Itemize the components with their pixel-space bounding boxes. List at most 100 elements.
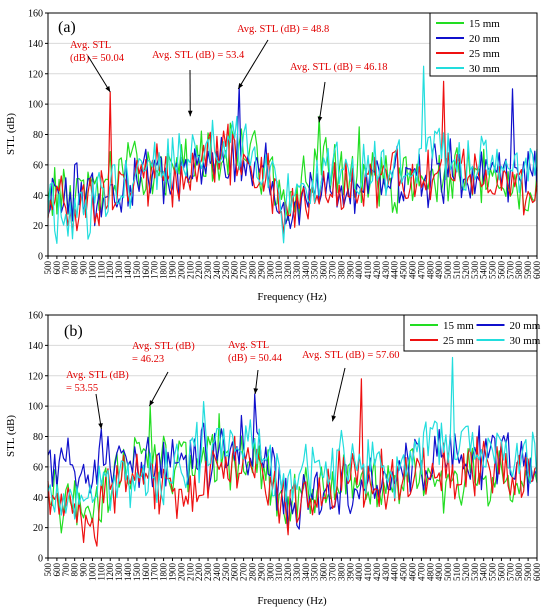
chart-a-x-tick-label: 3600 xyxy=(319,261,329,280)
chart-a-x-tick-label: 5700 xyxy=(505,261,515,280)
chart-a-x-tick-label: 5300 xyxy=(470,261,480,280)
chart-b-x-tick-label: 1700 xyxy=(150,563,160,582)
chart-a-series xyxy=(47,65,538,244)
chart-a-x-tick-label: 2500 xyxy=(221,261,231,280)
chart-b-x-tick-label: 4200 xyxy=(372,563,382,582)
chart-a-y-tick-label: 20 xyxy=(33,221,43,232)
chart-b-x-tick-label: 1900 xyxy=(167,563,177,582)
chart-b-panel-label: (b) xyxy=(64,323,83,340)
chart-b-x-tick-label: 5400 xyxy=(479,563,489,582)
chart-b-x-tick-label: 5800 xyxy=(514,563,524,582)
chart-a-x-tick-label: 6000 xyxy=(532,261,542,280)
chart-b-x-tick-label: 5600 xyxy=(496,563,506,582)
chart-a-y-tick-label: 80 xyxy=(33,130,43,141)
chart-a-y-tick-label: 140 xyxy=(28,39,43,50)
chart-a-x-tick-label: 700 xyxy=(61,261,71,275)
chart-a-y-axis-label: STL (dB) xyxy=(5,113,17,155)
chart-a-x-tick-label: 900 xyxy=(79,261,89,275)
chart-a-x-tick-label: 1000 xyxy=(87,261,97,280)
chart-a-x-tick-label: 3800 xyxy=(336,261,346,280)
chart-b-x-tick-label: 500 xyxy=(43,563,53,577)
chart-b-x-tick-label: 2700 xyxy=(239,563,249,582)
chart-a-annotation-arrow xyxy=(87,55,111,93)
chart-a-x-tick-label: 4900 xyxy=(434,261,444,280)
chart-b-series-line xyxy=(47,393,538,530)
chart-a-panel-label: (a) xyxy=(58,19,76,36)
chart-b-legend-label: 15 mm xyxy=(443,320,474,332)
chart-b-x-tick-label: 3400 xyxy=(301,563,311,582)
chart-b-annotation-arrow xyxy=(95,393,102,429)
chart-b-annotation: Avg. STL (dB) = 50.44 xyxy=(228,340,283,364)
chart-a-x-tick-label: 2700 xyxy=(239,261,249,280)
chart-b-x-tick-label: 3800 xyxy=(336,563,346,582)
chart-b-x-tick-label: 4400 xyxy=(390,563,400,582)
chart-a-annotations: Avg. STL (dB) = 50.04 Avg. STL (dB) = 53.4… xyxy=(70,24,388,123)
chart-a-y-tick-label: 120 xyxy=(28,69,43,80)
chart-a-x-axis-label: Frequency (Hz) xyxy=(257,291,327,303)
chart-a-x-tick-label: 4100 xyxy=(363,261,373,280)
chart-a-x-tick-label: 5900 xyxy=(523,261,533,280)
chart-b-x-tick-label: 1000 xyxy=(87,563,97,582)
chart-b-y-tick-label: 140 xyxy=(28,341,43,352)
chart-a-x-tick-label: 2400 xyxy=(212,261,222,280)
chart-a-annotation: Avg. STL (dB) = 48.8 xyxy=(237,24,329,35)
chart-b-x-tick-label: 2200 xyxy=(194,563,204,582)
chart-b-annotation-arrow xyxy=(332,367,346,422)
chart-b-x-tick-label: 2600 xyxy=(230,563,240,582)
chart-a-x-tick-label: 2300 xyxy=(203,261,213,280)
chart-a-x-tick-label: 5800 xyxy=(514,261,524,280)
chart-b-x-tick-label: 2900 xyxy=(256,563,266,582)
chart-a-y-tick-label: 0 xyxy=(38,252,43,263)
chart-a-x-tick-label: 3200 xyxy=(283,261,293,280)
chart-b-x-tick-label: 3000 xyxy=(265,563,275,582)
chart-b-y-tick-label: 20 xyxy=(33,523,43,534)
chart-a-y-tick-label: 160 xyxy=(28,9,43,20)
chart-a-x-tick-label: 4500 xyxy=(399,261,409,280)
chart-b-legend-box xyxy=(403,314,538,352)
chart-a-x-tick-label: 3000 xyxy=(265,261,275,280)
chart-a-annotation: Avg. STL (dB) = 53.4 xyxy=(152,50,245,61)
chart-b-x-tick-label: 5200 xyxy=(461,563,471,582)
chart-a-annotation: Avg. STL (dB) = 46.18 xyxy=(290,62,388,73)
chart-b-y-tick-label: 120 xyxy=(28,371,43,382)
chart-a-x-tick-label: 4300 xyxy=(381,261,391,280)
chart-b-x-tick-label: 5700 xyxy=(505,563,515,582)
chart-a-series-line xyxy=(47,65,538,244)
chart-a-x-tick-labels: 5006007008009001000110012001300140015001… xyxy=(43,256,542,279)
chart-a-x-tick-label: 5400 xyxy=(479,261,489,280)
chart-b-x-tick-label: 4700 xyxy=(416,563,426,582)
chart-b-legend: 15 mm 20 mm 25 mm 30 mm xyxy=(403,314,541,352)
chart-a-x-tick-label: 3300 xyxy=(292,261,302,280)
chart-a-x-tick-label: 1700 xyxy=(150,261,160,280)
chart-b-x-tick-label: 3900 xyxy=(345,563,355,582)
chart-a-x-tick-label: 5000 xyxy=(443,261,453,280)
chart-b-annotation-arrowhead xyxy=(149,400,155,407)
chart-b-y-tick-label: 100 xyxy=(28,402,43,413)
chart-b-annotation: Avg. STL (dB) = 57.60 xyxy=(302,350,400,361)
chart-b-x-tick-label: 4000 xyxy=(354,563,364,582)
chart-b-y-tick-label: 60 xyxy=(33,462,43,473)
chart-a-x-tick-label: 4400 xyxy=(390,261,400,280)
chart-a-x-tick-label: 2600 xyxy=(230,261,240,280)
chart-a-legend-label: 20 mm xyxy=(469,33,500,45)
chart-b-x-tick-labels: 5006007008009001000110012001300140015001… xyxy=(43,558,542,581)
chart-a-x-tick-label: 2900 xyxy=(256,261,266,280)
chart-a-legend: 15 mm 20 mm 25 mm 30 mm xyxy=(429,12,538,77)
chart-a-y-tick-labels: 0 20 40 60 80 100 120 140 160 xyxy=(28,9,48,263)
chart-b: 0 20 40 60 80 100 120 140 160 500600700800900100… xyxy=(5,311,542,608)
chart-a-x-tick-label: 3900 xyxy=(345,261,355,280)
chart-a-x-tick-label: 4600 xyxy=(408,261,418,280)
chart-b-x-tick-label: 1800 xyxy=(159,563,169,582)
chart-a-x-tick-label: 1500 xyxy=(132,261,142,280)
chart-a-annotation-arrow xyxy=(318,81,326,123)
chart-b-y-tick-label: 40 xyxy=(33,493,43,504)
chart-b-annotation-arrow xyxy=(148,371,169,407)
chart-b-x-tick-label: 3500 xyxy=(310,563,320,582)
chart-a-annotation-arrowhead xyxy=(105,86,111,92)
chart-b-x-tick-label: 2800 xyxy=(247,563,257,582)
chart-a-x-tick-label: 1300 xyxy=(114,261,124,280)
chart-b-y-tick-labels: 0 20 40 60 80 100 120 140 160 xyxy=(28,311,48,565)
chart-a-x-tick-label: 1600 xyxy=(141,261,151,280)
